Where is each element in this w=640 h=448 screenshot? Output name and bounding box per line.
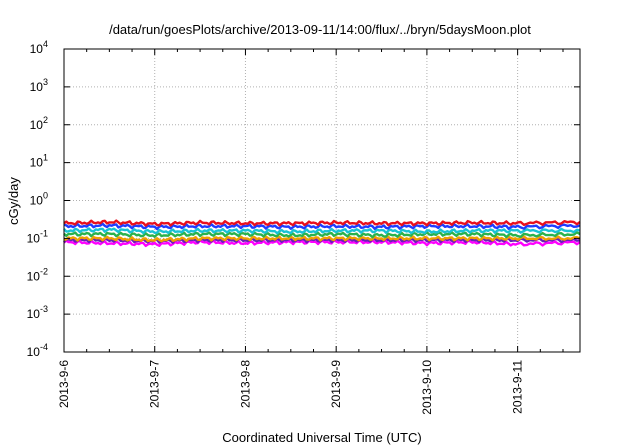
x-tick-label: 2013-9-6 xyxy=(57,360,71,408)
series-line xyxy=(63,235,581,243)
x-axis: 2013-9-6 2013-9-7 2013-9-8 2013-9-9 2013-9-1… xyxy=(57,49,564,415)
y-tick-label: 10-4 xyxy=(27,342,48,359)
y-tick-base: 10 xyxy=(27,269,41,283)
y-tick-label: 103 xyxy=(30,77,48,94)
x-axis-label: Coordinated Universal Time (UTC) xyxy=(222,430,421,445)
x-tick-label: 2013-9-10 xyxy=(420,360,434,415)
y-tick-exponent: 3 xyxy=(43,77,48,87)
y-tick-label: 104 xyxy=(30,39,48,56)
y-tick-exponent: -2 xyxy=(40,266,48,276)
y-tick-exponent: -4 xyxy=(40,342,48,352)
y-tick-base: 10 xyxy=(30,156,44,170)
x-tick-label: 2013-9-11 xyxy=(511,360,525,414)
y-axis-label: cGy/day xyxy=(6,177,21,225)
y-tick-base: 10 xyxy=(27,307,41,321)
x-tick-label: 2013-9-7 xyxy=(148,360,162,408)
series-layer xyxy=(63,219,581,248)
y-tick-label: 10-2 xyxy=(27,266,48,283)
series-line xyxy=(63,230,581,239)
y-tick-exponent: 0 xyxy=(43,191,48,201)
y-tick-label: 10-3 xyxy=(27,304,48,321)
series-line xyxy=(63,236,581,244)
y-tick-label: 10-1 xyxy=(27,228,48,245)
y-tick-base: 10 xyxy=(30,80,44,94)
y-tick-base: 10 xyxy=(27,345,41,359)
series-line xyxy=(63,227,581,235)
series-line xyxy=(63,219,581,227)
chart-title: /data/run/goesPlots/archive/2013-09-11/1… xyxy=(109,22,531,37)
y-tick-label: 102 xyxy=(30,115,48,132)
y-tick-exponent: 4 xyxy=(43,39,48,49)
y-tick-label: 101 xyxy=(30,153,48,170)
x-tick-label: 2013-9-9 xyxy=(329,360,343,408)
series-line xyxy=(63,222,581,231)
y-tick-exponent: -1 xyxy=(40,228,48,238)
y-tick-exponent: 2 xyxy=(43,115,48,125)
y-tick-base: 10 xyxy=(27,231,41,245)
y-tick-exponent: -3 xyxy=(40,304,48,314)
y-tick-base: 10 xyxy=(30,194,44,208)
x-tick-label: 2013-9-8 xyxy=(238,360,252,408)
y-tick-label: 100 xyxy=(30,191,48,208)
y-tick-base: 10 xyxy=(30,42,44,56)
y-tick-base: 10 xyxy=(30,118,44,132)
y-tick-exponent: 1 xyxy=(43,153,48,163)
